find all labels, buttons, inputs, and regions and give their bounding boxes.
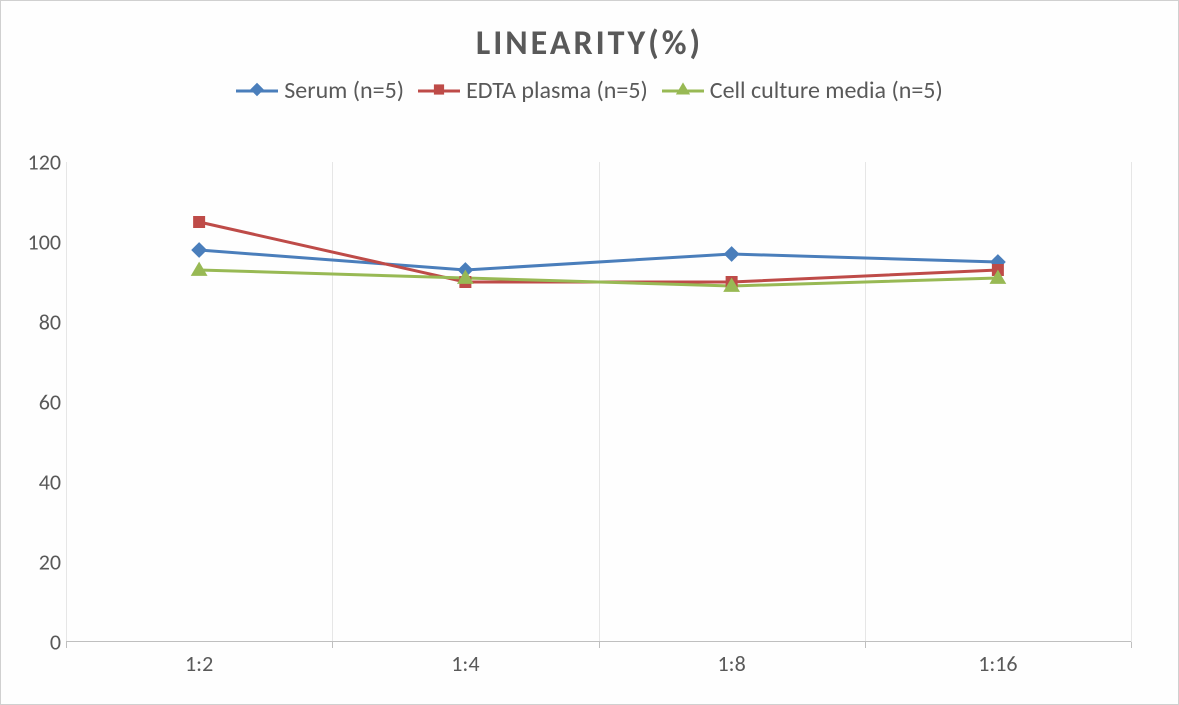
legend-label: Serum (n=5) [284,76,404,105]
y-axis-tick-label: 0 [50,629,61,656]
y-axis-tick-label: 20 [39,549,61,576]
x-axis-tick-label: 1:2 [185,650,213,677]
legend-label: EDTA plasma (n=5) [466,76,648,105]
y-axis-labels: 020406080100120 [21,162,61,642]
chart-container: LINEARITY(%) Serum (n=5) EDTA plasma (n=5… [0,0,1179,705]
legend-item: Serum (n=5) [236,76,404,105]
triangle-icon [674,76,692,105]
triangle-marker [676,82,690,94]
x-axis-tick [332,642,333,648]
legend-item: Cell culture media (n=5) [662,76,943,105]
plot-svg [66,162,1131,642]
x-axis-tick [599,642,600,648]
legend: Serum (n=5) EDTA plasma (n=5) Cell culture… [1,76,1178,125]
y-axis-tick-label: 40 [39,469,61,496]
plot-grid [66,162,1131,642]
y-axis-tick-label: 60 [39,389,61,416]
square-marker [434,84,444,94]
legend-marker [236,84,278,98]
y-axis-tick-label: 80 [39,309,61,336]
x-axis-tick-label: 1:16 [978,650,1017,677]
plot-area: 020406080100120 1:21:41:81:16 [66,162,1131,642]
vertical-gridline [1131,162,1132,642]
chart-title: LINEARITY(%) [1,1,1178,76]
legend-marker [662,84,704,98]
diamond-marker [724,246,740,262]
x-axis-tick-label: 1:8 [718,650,746,677]
series-line [199,250,998,270]
x-axis-tick-label: 1:4 [451,650,479,677]
y-axis-tick-label: 120 [28,149,61,176]
x-axis-labels: 1:2 1:4 1:8 1:16 [66,650,1131,680]
square-marker [193,216,205,228]
x-axis-tick [1131,642,1132,648]
legend-label: Cell culture media (n=5) [710,76,943,105]
legend-marker [418,84,460,98]
diamond-marker [191,242,207,258]
diamond-marker [251,82,264,95]
x-axis-tick [66,642,67,648]
y-axis-tick-label: 100 [28,229,61,256]
diamond-icon [248,76,266,105]
series-line [199,270,998,286]
legend-item: EDTA plasma (n=5) [418,76,648,105]
square-icon [430,76,448,105]
x-axis-tick [865,642,866,648]
